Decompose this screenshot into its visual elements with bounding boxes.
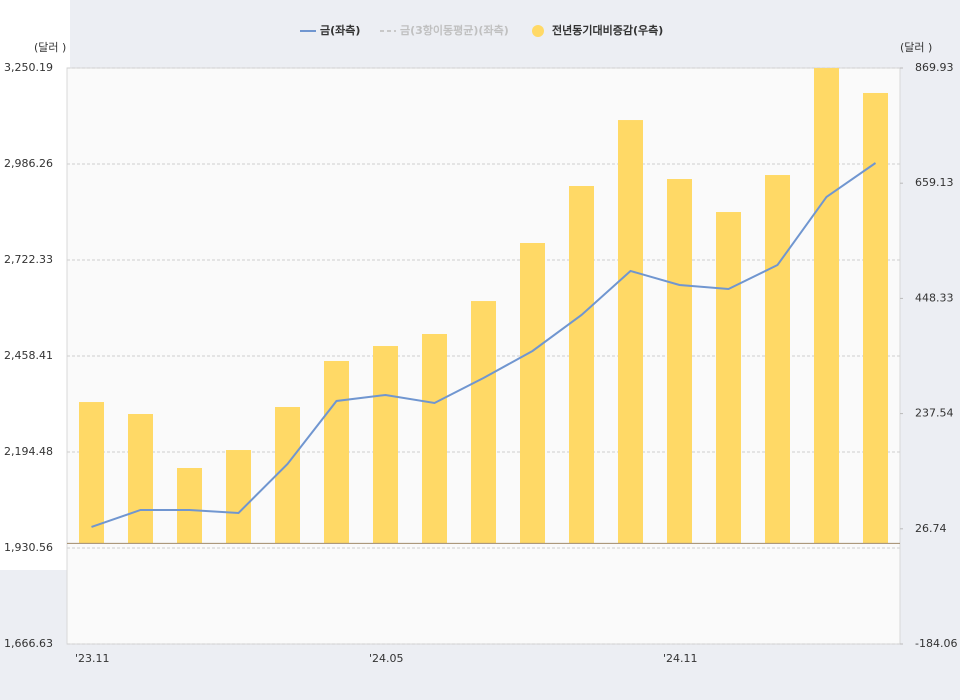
legend-label: 금(좌측)	[320, 23, 360, 37]
bar	[177, 467, 202, 544]
y-tick-label: 2,458.41	[4, 349, 53, 362]
y2-tick-label: 869.93	[915, 61, 954, 74]
y-axis-label: (달러 )	[34, 41, 66, 54]
bar	[618, 120, 643, 544]
bar	[863, 92, 888, 544]
y2-tick-label: 448.33	[915, 291, 954, 304]
bar	[520, 243, 545, 544]
x-tick-label: '24.11	[663, 652, 698, 665]
bar	[814, 68, 839, 544]
y-tick-label: 1,666.63	[4, 637, 53, 650]
y2-tick-label: 659.13	[915, 176, 954, 189]
x-tick-label: '23.11	[75, 652, 110, 665]
x-tick-label: '24.05	[369, 652, 404, 665]
y2-tick-label: 237.54	[915, 407, 954, 420]
y-tick-label: 2,194.48	[4, 445, 53, 458]
bar	[667, 179, 692, 544]
panel	[0, 0, 70, 570]
bar	[324, 360, 349, 544]
bar	[569, 186, 594, 544]
bar	[422, 333, 447, 544]
bar	[471, 301, 496, 544]
legend: 금(좌측) 금(3항이동평균)(좌측) 전년동기대비증감(우측)	[300, 23, 663, 37]
y2-axis-label: (달러 )	[900, 41, 932, 54]
bar	[765, 175, 790, 544]
bar	[128, 414, 153, 544]
bar	[79, 402, 104, 544]
bar	[275, 407, 300, 544]
y2-tick-label: 26.74	[915, 522, 947, 535]
line	[91, 162, 877, 528]
legend-swatch	[532, 25, 544, 37]
bar	[226, 450, 251, 544]
legend-label: 전년동기대비증감(우측)	[552, 23, 663, 37]
bar	[373, 346, 398, 544]
y-tick-label: 2,986.26	[4, 157, 53, 170]
y-tick-label: 3,250.19	[4, 61, 53, 74]
y-tick-label: 2,722.33	[4, 253, 53, 266]
y2-tick-label: -184.06	[915, 637, 957, 650]
legend-label: 금(3항이동평균)(좌측)	[400, 23, 509, 37]
bar	[716, 212, 741, 544]
y-tick-label: 1,930.56	[4, 541, 53, 554]
